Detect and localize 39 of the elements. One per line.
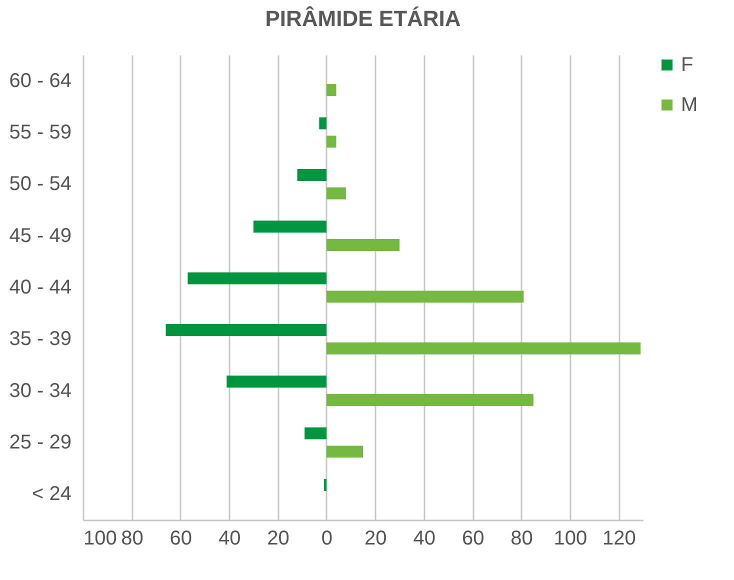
bar [326, 394, 534, 406]
x-tick-label: 100 [84, 528, 117, 550]
y-tick-label: 50 - 54 [9, 173, 72, 196]
x-tick-label: 80 [121, 528, 144, 550]
y-tick-label: 35 - 39 [9, 328, 72, 350]
bar [188, 272, 326, 284]
y-tick-label: 40 - 44 [9, 276, 72, 298]
x-tick-label: 40 [413, 528, 436, 550]
bar [326, 84, 336, 96]
x-tick-label: 60 [462, 528, 484, 550]
y-tick-label: 30 - 34 [9, 380, 72, 402]
y-tick-label: 55 - 59 [9, 122, 72, 144]
bar [326, 446, 363, 458]
chart-title: PIRÂMIDE ETÁRIA [265, 6, 461, 31]
y-tick-label: 45 - 49 [9, 224, 72, 247]
bar [319, 117, 326, 130]
x-tick-label: 20 [267, 528, 290, 550]
y-tick-label: 60 - 64 [9, 70, 72, 92]
legend-label: F [681, 54, 694, 76]
bar [226, 376, 326, 388]
y-tick-label: < 24 [32, 483, 72, 506]
x-tick-label: 0 [321, 528, 333, 550]
x-tick-label: 20 [364, 528, 387, 550]
bar [297, 169, 326, 181]
x-tick-label: 80 [510, 528, 533, 550]
bar [253, 220, 326, 233]
bar [326, 290, 524, 303]
x-tick-label: 60 [170, 528, 192, 550]
legend-label: M [681, 94, 698, 116]
bar [326, 342, 641, 354]
x-tick-label: 100 [554, 528, 588, 550]
bar [304, 427, 326, 440]
x-tick-label: 120 [602, 528, 636, 550]
bar [326, 136, 336, 148]
x-tick-label: 40 [218, 528, 241, 550]
bar [166, 324, 326, 336]
bar [326, 187, 346, 200]
bar [326, 239, 400, 251]
y-tick-label: 25 - 29 [9, 432, 72, 454]
